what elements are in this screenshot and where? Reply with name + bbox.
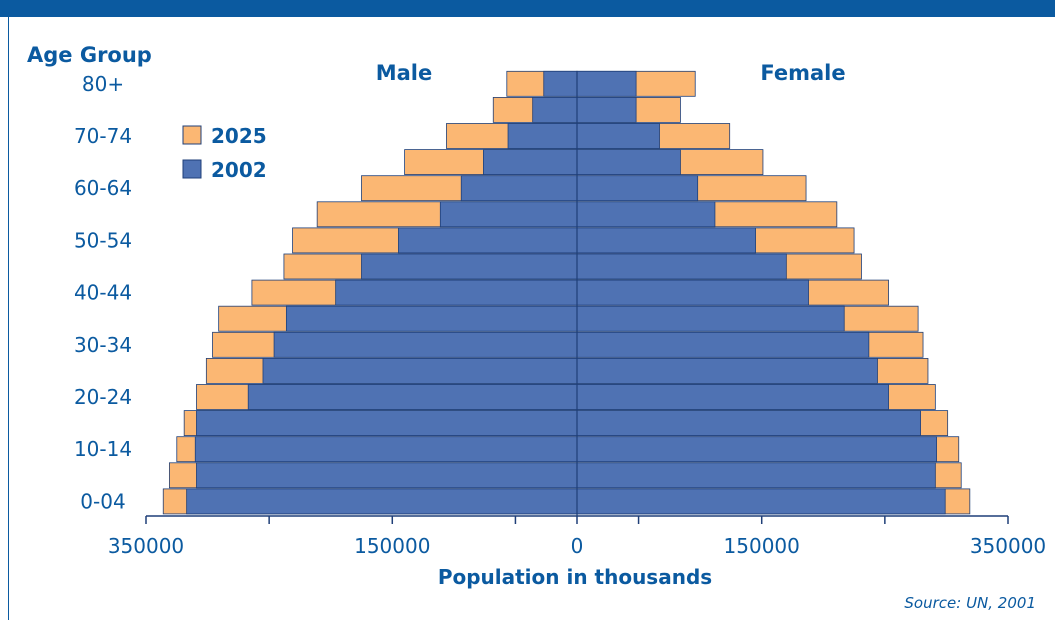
- bar-male-2002-50-54: [398, 227, 578, 254]
- bar-female-2002-35-39: [576, 305, 845, 332]
- bar-female-2002-25-29: [576, 357, 878, 384]
- legend-label-2025: 2025: [211, 124, 267, 148]
- y-axis-tick-labels: 0-04 10-14 20-24 30-34 40-44 50-54 60-64 70-74 8…: [74, 72, 132, 514]
- bar-male-2002-80plus: [543, 70, 578, 97]
- bar-male-2002-70-74: [507, 123, 578, 149]
- x-tick-label: 0: [571, 534, 584, 558]
- bar-female-2002-55-59: [576, 201, 716, 228]
- bar-male-2002-25-29: [262, 357, 578, 384]
- bar-male-2002-0-04: [186, 488, 578, 515]
- bar-male-2002-55-59: [439, 201, 578, 228]
- bar-female-2002-15-19: [576, 410, 921, 437]
- bar-male-2002-40-44: [335, 279, 578, 306]
- source-note: Source: UN, 2001: [904, 594, 1036, 612]
- bar-female-2002-0-04: [576, 488, 946, 515]
- male-side-label: Male: [376, 61, 433, 85]
- bar-male-2002-65-69: [483, 149, 578, 176]
- bar-female-2002-45-49: [576, 253, 787, 280]
- legend: 2025 2002: [182, 124, 267, 182]
- bar-female-2002-40-44: [576, 279, 809, 306]
- x-axis: 350000 150000 0 150000 350000: [108, 515, 1046, 558]
- x-tick-label: 350000: [970, 534, 1046, 558]
- legend-label-2002: 2002: [211, 158, 267, 182]
- bar-male-2002-20-24: [247, 384, 578, 410]
- bar-female-2002-10-14: [576, 436, 937, 463]
- y-tick-label-10-14: 10-14: [74, 437, 132, 461]
- bar-male-2002-75-79: [532, 97, 578, 123]
- bar-female-2002-20-24: [576, 384, 889, 410]
- bar-male-2002-15-19: [196, 410, 578, 437]
- bar-female-2002-75-79: [576, 97, 637, 123]
- y-tick-label-30-34: 30-34: [74, 333, 132, 357]
- y-tick-label-50-54: 50-54: [74, 228, 132, 252]
- legend-swatch-2002: [182, 159, 202, 179]
- y-axis-title: Age Group: [27, 43, 152, 67]
- x-tick-label: 150000: [724, 534, 800, 558]
- y-tick-label-40-44: 40-44: [74, 281, 132, 305]
- y-tick-label-0-04: 0-04: [80, 489, 125, 513]
- bar-male-2002-30-34: [273, 331, 578, 358]
- bar-female-2002-60-64: [576, 175, 699, 202]
- header-bar: [0, 0, 1055, 17]
- bar-male-2002-05-09: [196, 462, 578, 489]
- bar-male-2002-35-39: [285, 305, 578, 332]
- legend-swatch-2025: [182, 125, 202, 145]
- y-tick-label-80plus: 80+: [82, 72, 124, 96]
- bar-female-2002-70-74: [576, 123, 660, 149]
- y-tick-label-20-24: 20-24: [74, 385, 132, 409]
- bar-female-2002-80plus: [576, 70, 637, 97]
- bar-male-2002-45-49: [361, 253, 578, 280]
- bars-group: [162, 70, 971, 516]
- bar-female-2002-65-69: [576, 149, 681, 176]
- x-axis-title: Population in thousands: [438, 565, 712, 589]
- female-side-label: Female: [760, 61, 845, 85]
- x-tick-label: 150000: [354, 534, 430, 558]
- bar-female-2002-30-34: [576, 331, 870, 358]
- y-tick-label-70-74: 70-74: [74, 124, 132, 148]
- x-tick-label: 350000: [108, 534, 184, 558]
- bar-male-2002-10-14: [194, 436, 578, 463]
- y-tick-label-60-64: 60-64: [74, 176, 132, 200]
- bar-female-2002-50-54: [576, 227, 756, 254]
- bar-male-2002-60-64: [460, 175, 578, 202]
- frame-left-rule: [8, 17, 9, 620]
- bar-female-2002-05-09: [576, 462, 936, 489]
